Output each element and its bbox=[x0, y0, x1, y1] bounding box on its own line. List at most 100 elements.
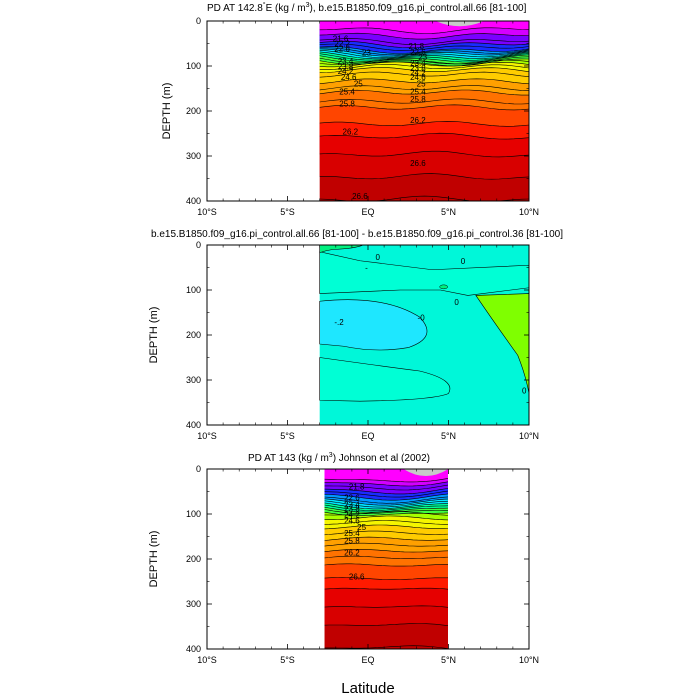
contour-label: 22.6 bbox=[344, 494, 360, 503]
contour-label: 22.6 bbox=[410, 48, 426, 57]
panel-2-ylabel: DEPTH (m) bbox=[148, 307, 160, 364]
isopycnal-contour bbox=[324, 504, 448, 511]
isopycnal-contour bbox=[324, 587, 448, 590]
y-tick-label: 300 bbox=[186, 599, 201, 609]
contour-label: 0 bbox=[522, 387, 527, 396]
isopycnal-contour bbox=[324, 520, 448, 525]
isopycnal-contour bbox=[324, 493, 448, 501]
isopycnal-contour bbox=[324, 549, 448, 553]
panel-3-density-observed: PD AT 143 (kg / m3) Johnson et al (2002)… bbox=[148, 452, 539, 697]
isopycnal-contour bbox=[319, 53, 529, 61]
panel-1-title: PD AT 142.8°E (kg / m3), b.e15.B1850.f09… bbox=[207, 1, 527, 14]
contour-label: 21.8 bbox=[409, 42, 425, 51]
difference-upper-layer bbox=[319, 251, 529, 296]
contour-label: 24.2 bbox=[410, 68, 426, 77]
y-tick-label: 100 bbox=[186, 509, 201, 519]
y-tick-label: 100 bbox=[186, 61, 201, 71]
contour-label: 25 bbox=[417, 79, 426, 88]
x-tick-label: 5°S bbox=[280, 431, 295, 441]
difference-small-patch bbox=[439, 284, 448, 290]
contour-label: 24.6 bbox=[344, 517, 360, 526]
contour-label: 23.4 bbox=[344, 501, 360, 510]
isopycnal-contour bbox=[324, 555, 448, 559]
isopycnal-contour bbox=[324, 536, 448, 541]
isopycnal-contour bbox=[319, 51, 529, 60]
isopycnal-contour bbox=[324, 645, 448, 649]
x-tick-label: 10°N bbox=[519, 431, 539, 441]
isopycnal-contour bbox=[319, 61, 529, 68]
isopycnal-contour bbox=[319, 47, 529, 56]
contour-label: 22.2 bbox=[334, 40, 350, 49]
isopycnal-contour bbox=[319, 38, 529, 45]
y-tick-label: 200 bbox=[186, 330, 201, 340]
contour-label: 25.4 bbox=[344, 529, 360, 538]
contour-label: 23.8 bbox=[338, 63, 354, 72]
y-tick-label: 400 bbox=[186, 644, 201, 654]
contour-label: 25.8 bbox=[344, 537, 360, 546]
panel-3-contours bbox=[324, 478, 448, 649]
y-tick-label: 200 bbox=[186, 554, 201, 564]
difference-surface-patch bbox=[319, 245, 364, 254]
isopycnal-contour bbox=[319, 27, 529, 34]
y-tick-label: 400 bbox=[186, 196, 201, 206]
density-band-surface bbox=[319, 21, 529, 34]
contour-label: 0 bbox=[461, 257, 466, 266]
isopycnal-contour bbox=[324, 530, 448, 536]
isopycnal-contour bbox=[319, 104, 529, 111]
isopycnal-contour bbox=[319, 132, 529, 140]
contour-label: 22.6 bbox=[334, 45, 350, 54]
contour-label: 24.6 bbox=[410, 73, 426, 82]
contour-label: 0 bbox=[375, 253, 380, 262]
isopycnal-contour bbox=[324, 577, 448, 580]
isopycnal-contour bbox=[324, 623, 448, 627]
isopycnal-contour bbox=[324, 542, 448, 547]
isopycnal-contour bbox=[319, 54, 529, 63]
isopycnal-contour bbox=[319, 173, 529, 180]
isopycnal-contour bbox=[319, 89, 529, 96]
panel-2-difference: b.e15.B1850.f09_g16.pi_control.all.66 [8… bbox=[148, 229, 563, 441]
panel-2-difference-fill bbox=[319, 245, 529, 425]
isopycnal-contour bbox=[319, 67, 529, 73]
contour-label: 21.6 bbox=[333, 34, 349, 43]
isopycnal-contour bbox=[324, 490, 448, 498]
contour-label: 23.8 bbox=[344, 504, 360, 513]
contour-label: 26.2 bbox=[410, 116, 426, 125]
isopycnal-contour bbox=[324, 484, 448, 491]
x-tick-label: 10°S bbox=[197, 655, 217, 665]
panel-3-ylabel: DEPTH (m) bbox=[148, 531, 160, 588]
panel-1-axes: 10°S 5°S EQ 5°N 10°N 0 100 200 300 400 bbox=[186, 16, 539, 217]
isopycnal-contour bbox=[319, 59, 529, 65]
isopycnal-contour bbox=[324, 502, 448, 510]
masked-region bbox=[403, 469, 448, 477]
isopycnal-contour bbox=[324, 509, 448, 515]
x-tick-label: 10°N bbox=[519, 207, 539, 217]
panel-1-contour-labels: 21.622.222.6 2323.423.824.224.62525.425.8… bbox=[333, 34, 428, 201]
isopycnal-contour bbox=[324, 524, 448, 530]
isopycnal-contour bbox=[319, 98, 529, 105]
isopycnal-contour bbox=[319, 85, 529, 91]
y-tick-label: 400 bbox=[186, 420, 201, 430]
x-tick-label: 5°N bbox=[441, 431, 456, 441]
isopycnal-contour bbox=[324, 506, 448, 513]
isopycnal-contour bbox=[324, 496, 448, 504]
x-axis-label: Latitude bbox=[341, 680, 394, 697]
x-tick-label: 5°N bbox=[441, 655, 456, 665]
contour-label: 23.4 bbox=[338, 57, 354, 66]
contour-label: 24.2 bbox=[338, 67, 354, 76]
panel-2-title: b.e15.B1850.f09_g16.pi_control.all.66 [8… bbox=[151, 229, 563, 240]
isopycnal-contour bbox=[319, 32, 529, 40]
x-tick-label: 5°S bbox=[280, 655, 295, 665]
contour-label: 26.6 bbox=[349, 572, 365, 581]
difference-deep-contour bbox=[319, 357, 451, 402]
contour-label: 23.4 bbox=[410, 59, 426, 68]
x-tick-label: 10°S bbox=[197, 431, 217, 441]
isopycnal-contour bbox=[319, 64, 529, 70]
contour-label: 26.2 bbox=[344, 548, 360, 557]
contour-label: -.2 bbox=[334, 318, 344, 327]
isopycnal-contour bbox=[319, 78, 529, 85]
panel-3-density-fill bbox=[324, 469, 448, 649]
contour-label: - bbox=[365, 264, 368, 273]
isopycnal-contour bbox=[319, 195, 529, 201]
y-tick-label: 0 bbox=[196, 240, 201, 250]
